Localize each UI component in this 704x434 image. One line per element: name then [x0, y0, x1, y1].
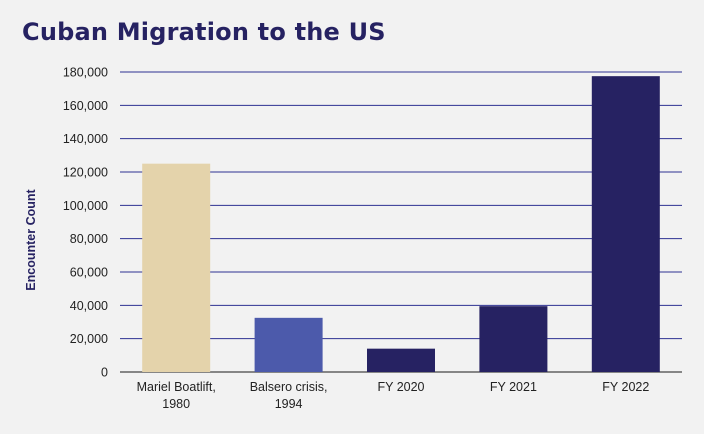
y-tick-label: 160,000 — [63, 99, 108, 113]
y-tick-label: 120,000 — [63, 166, 108, 180]
bars — [142, 76, 660, 373]
x-tick-label: FY 2021 — [490, 380, 537, 394]
x-tick-label: FY 2022 — [602, 380, 649, 394]
bar — [479, 306, 548, 372]
y-tick-label: 180,000 — [63, 66, 108, 80]
y-axis-label: Encounter Count — [24, 188, 38, 290]
bar — [142, 163, 211, 372]
x-axis-labels: Mariel Boatlift, 1980 Balsero crisis, 1994 F… — [137, 380, 650, 411]
y-tick-label: 60,000 — [70, 266, 108, 280]
bar — [254, 317, 323, 372]
x-tick-label: 1994 — [275, 397, 303, 411]
bar — [591, 76, 660, 373]
y-tick-label: 140,000 — [63, 132, 108, 146]
y-tick-label: 80,000 — [70, 232, 108, 246]
chart-title: Cuban Migration to the US — [22, 18, 386, 46]
x-tick-label: Balsero crisis, — [250, 380, 328, 394]
bar — [367, 348, 435, 372]
y-tick-label: 0 — [101, 366, 108, 380]
y-tick-label: 20,000 — [70, 332, 108, 346]
gridlines — [120, 71, 682, 373]
x-tick-label: 1980 — [162, 397, 190, 411]
y-tick-label: 40,000 — [70, 299, 108, 313]
x-tick-label: Mariel Boatlift, — [137, 380, 216, 394]
y-tick-label: 100,000 — [63, 199, 108, 213]
x-tick-label: FY 2020 — [377, 380, 424, 394]
y-axis-ticks: 0 20,000 40,000 60,000 80,000 100,000 120,000 1… — [63, 66, 108, 380]
